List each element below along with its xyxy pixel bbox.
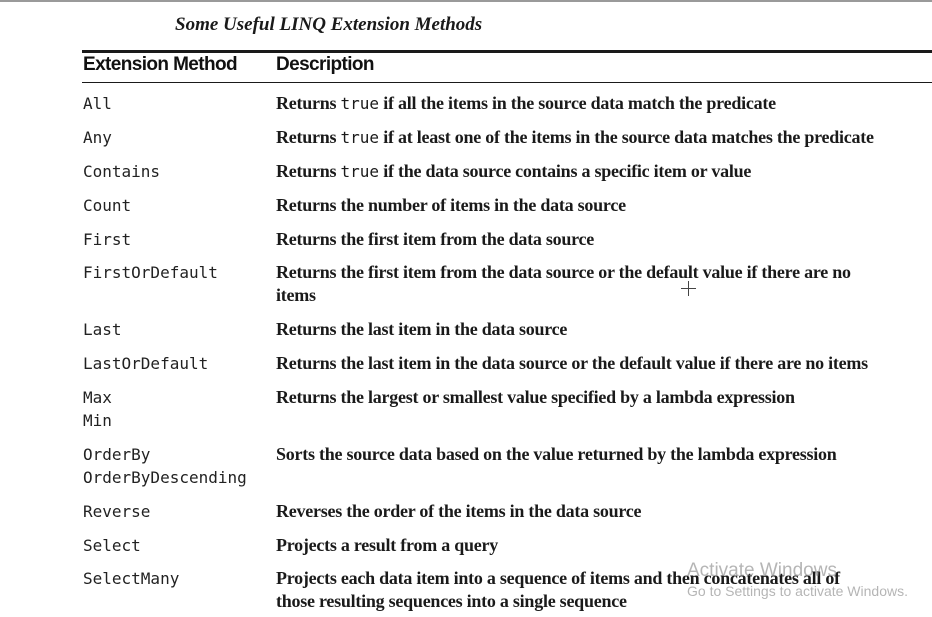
method-name: First	[83, 230, 132, 249]
description-text: if the data source contains a specific i…	[379, 161, 752, 181]
method-name: Count	[83, 196, 132, 215]
method-name: SelectMany	[83, 569, 180, 588]
method-description: Returns the number of items in the data …	[276, 195, 626, 215]
method-name: Last	[83, 320, 122, 339]
method-name: Reverse	[83, 502, 151, 521]
method-name: Contains	[83, 162, 161, 181]
description-text: Returns	[276, 93, 341, 113]
method-name: OrderBy	[83, 445, 151, 464]
method-name: LastOrDefault	[83, 354, 209, 373]
method-description: Returns the first item from the data sou…	[276, 262, 851, 282]
table-caption: Some Useful LINQ Extension Methods	[175, 14, 483, 35]
method-name-secondary: Min	[83, 411, 112, 430]
method-description: Reverses the order of the items in the d…	[276, 501, 642, 521]
activate-windows-watermark: Activate Windows Go to Settings to activ…	[687, 560, 908, 600]
header-rule	[82, 82, 932, 83]
method-description: Sorts the source data based on the value…	[276, 444, 837, 464]
method-name-secondary: OrderByDescending	[83, 468, 247, 487]
method-description: Returns true if all the items in the sou…	[276, 92, 776, 115]
description-text: Returns	[276, 127, 341, 147]
method-name: Max	[83, 388, 112, 407]
method-name: Select	[83, 536, 141, 555]
table-top-rule	[82, 50, 932, 53]
description-text: if all the items in the source data matc…	[379, 93, 776, 113]
method-name: All	[83, 94, 112, 113]
watermark-title: Activate Windows	[687, 560, 837, 581]
column-header-description: Description	[276, 54, 375, 75]
method-description: Returns the first item from the data sou…	[276, 229, 595, 249]
method-description-continued: those resulting sequences into a single …	[276, 591, 627, 611]
crosshair-cursor-icon	[681, 281, 696, 296]
method-description: Projects a result from a query	[276, 535, 498, 555]
description-text: if at least one of the items in the sour…	[379, 127, 874, 147]
top-border-line	[0, 0, 932, 2]
code-true: true	[340, 94, 380, 113]
watermark-subtitle: Go to Settings to activate Windows.	[687, 583, 908, 599]
description-text: Returns	[276, 161, 341, 181]
method-description: Returns true if the data source contains…	[276, 160, 751, 183]
column-header-extension-method: Extension Method	[83, 54, 238, 75]
method-description: Returns true if at least one of the item…	[276, 126, 874, 149]
method-description-continued: items	[276, 285, 316, 305]
method-description: Returns the largest or smallest value sp…	[276, 387, 795, 407]
method-description: Returns the last item in the data source	[276, 319, 568, 339]
code-true: true	[340, 128, 380, 147]
code-true: true	[340, 162, 380, 181]
method-description: Returns the last item in the data source…	[276, 353, 868, 373]
method-name: Any	[83, 128, 112, 147]
method-name: FirstOrDefault	[83, 263, 218, 282]
method-description: Projects each data item into a sequence …	[276, 568, 840, 588]
